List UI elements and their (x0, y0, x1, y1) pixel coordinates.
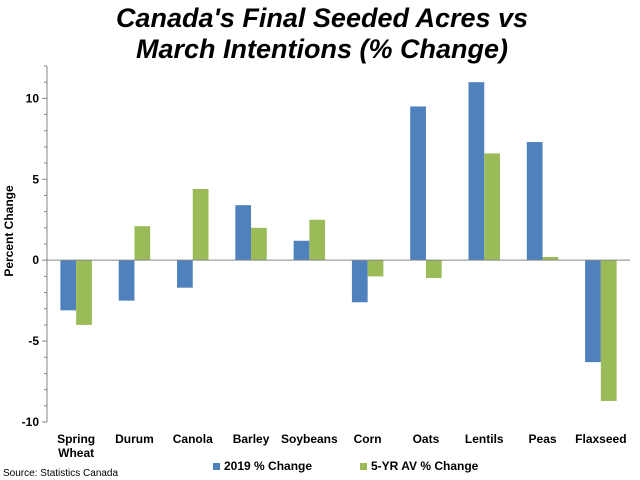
chart-title-line-2: March Intentions (% Change) (136, 34, 508, 64)
legend-label-2019: 2019 % Change (224, 459, 312, 473)
bar-5yr (600, 260, 617, 401)
x-tick-label: Durum (115, 432, 154, 446)
bar-5yr (484, 153, 500, 261)
chart-title-line-1: Canada's Final Seeded Acres vs (116, 3, 528, 33)
bar-5yr (134, 226, 151, 261)
bar-5yr (542, 256, 559, 261)
bar-5yr (367, 260, 384, 277)
x-tick-label: Wheat (58, 446, 94, 460)
bar-2019 (410, 106, 426, 261)
x-tick-label: Peas (529, 432, 557, 446)
x-tick-label: Lentils (465, 432, 504, 446)
bar-2019 (351, 260, 368, 303)
legend-swatch-5yr (360, 463, 367, 470)
x-tick-label: Flaxseed (575, 432, 626, 446)
bar-2019 (177, 260, 193, 288)
x-tick-label: Soybeans (281, 432, 338, 446)
y-tick-label: -5 (28, 334, 39, 348)
legend: 2019 % Change 5-YR AV % Change (213, 459, 479, 473)
y-axis-title: Percent Change (2, 185, 16, 277)
bar-2019 (468, 82, 485, 261)
bar-5yr (76, 260, 92, 325)
y-tick-label: 5 (32, 172, 39, 186)
bar-2019 (585, 260, 601, 363)
legend-swatch-2019 (213, 463, 220, 470)
y-tick-label: -10 (22, 415, 40, 429)
y-tick-label: 0 (32, 253, 39, 267)
x-tick-label: Spring (57, 432, 95, 446)
source-note: Source: Statistics Canada (3, 468, 118, 479)
bar-2019 (526, 142, 543, 261)
x-tick-label: Canola (173, 432, 213, 446)
bar-5yr (309, 219, 326, 261)
bar-2019 (118, 260, 135, 301)
bar-2019 (60, 260, 77, 311)
y-tick-label: 10 (26, 91, 40, 105)
bar-5yr (192, 188, 209, 261)
bar-5yr (251, 227, 267, 261)
bar-5yr (425, 260, 442, 278)
x-tick-label: Oats (413, 432, 440, 446)
x-tick-label: Corn (354, 432, 382, 446)
bar-2019 (235, 205, 252, 261)
x-tick-label: Barley (233, 432, 270, 446)
legend-label-5yr: 5-YR AV % Change (371, 459, 479, 473)
bar-2019 (293, 240, 310, 261)
